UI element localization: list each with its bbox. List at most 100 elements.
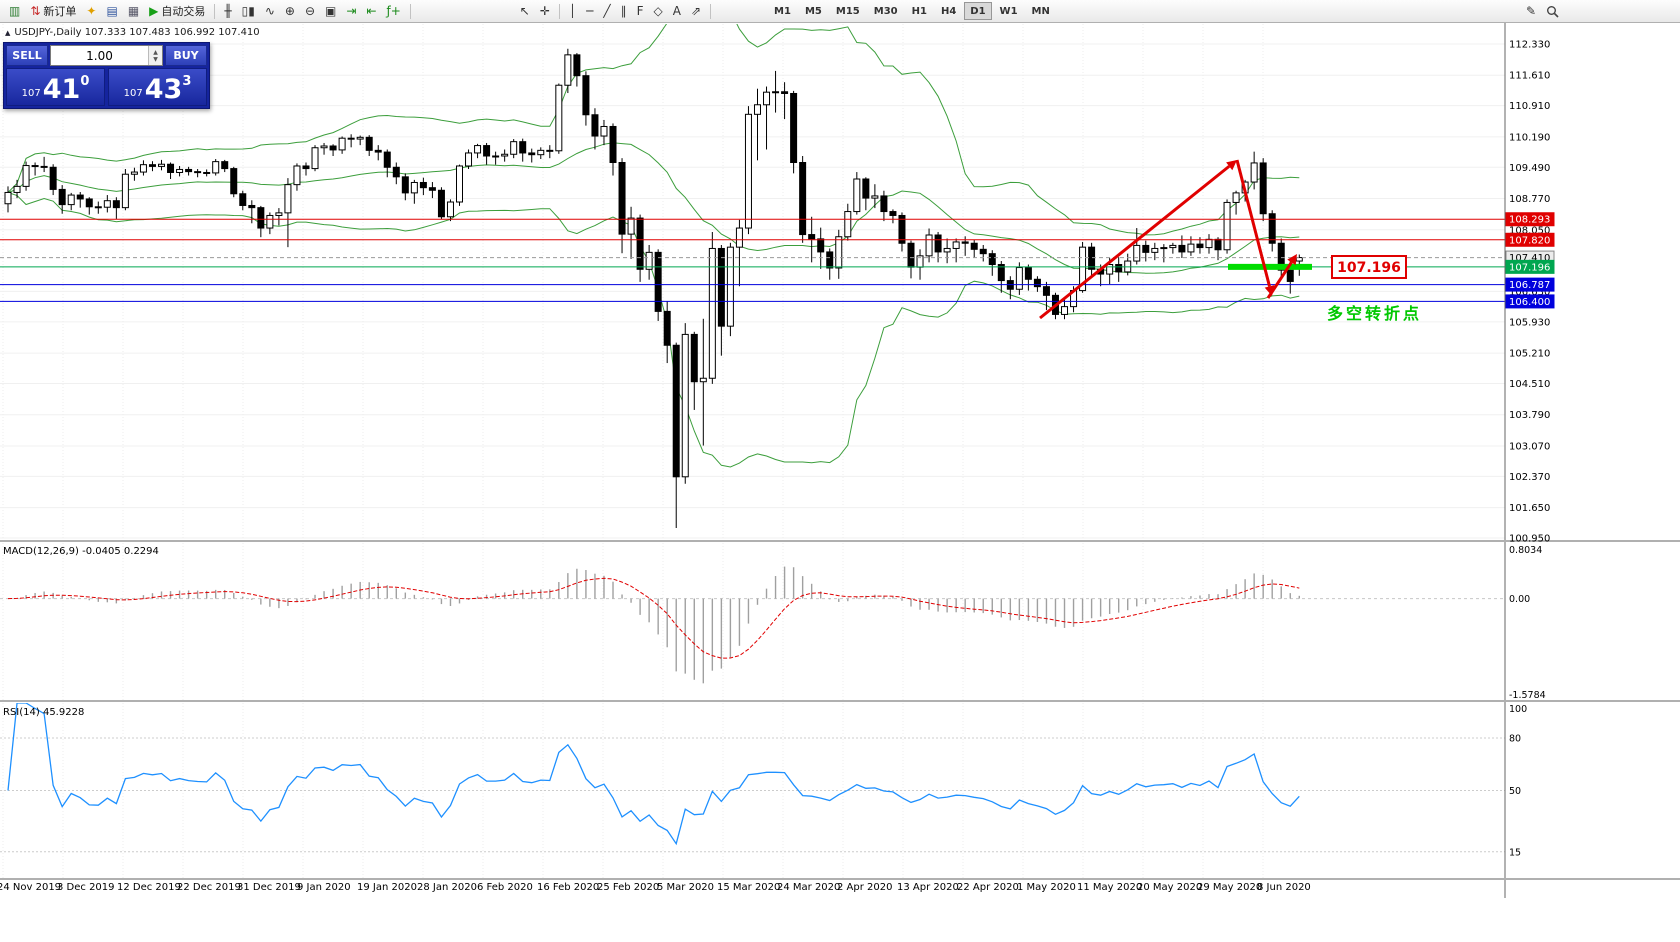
- timeframe-h4-button[interactable]: H4: [935, 2, 962, 20]
- line-chart-icon: ∿: [264, 4, 275, 18]
- zoom-in-button[interactable]: ⊕: [281, 2, 299, 20]
- bounce-arrow[interactable]: [1266, 254, 1297, 299]
- timeframe-m5-button[interactable]: M5: [799, 2, 828, 20]
- rsi-axis-label: 80: [1509, 734, 1521, 745]
- arrows-icon: ⇗: [690, 4, 702, 18]
- timeframe-h1-button[interactable]: H1: [906, 2, 933, 20]
- trendline-button[interactable]: ╱: [599, 2, 614, 20]
- autotrading-button[interactable]: ▶ 自动交易: [145, 2, 209, 20]
- zoom-out-icon: ⊖: [304, 4, 316, 18]
- time-axis-label: 22 Apr 2020: [957, 882, 1019, 893]
- bull-candle: [67, 194, 75, 206]
- bear-candle: [1214, 238, 1222, 251]
- crosshair-button[interactable]: ✛: [536, 2, 554, 20]
- bear-candle: [889, 211, 897, 216]
- fibonacci-button[interactable]: F: [633, 2, 648, 20]
- horizontal-line-button[interactable]: ─: [582, 2, 597, 20]
- volume-stepper[interactable]: 1.00 ▲ ▼: [50, 45, 163, 66]
- svg-text:106.787: 106.787: [1509, 280, 1550, 291]
- shapes-button[interactable]: ◇: [650, 2, 667, 20]
- one-click-panel-toggle-icon[interactable]: ▲: [5, 28, 11, 37]
- svg-text:107.196: 107.196: [1337, 260, 1401, 276]
- price-callout[interactable]: 107.196: [1331, 255, 1407, 279]
- cursor-button[interactable]: ↖: [516, 2, 534, 20]
- price-axis-label: 105.210: [1509, 349, 1550, 360]
- time-axis-label: 25 Feb 2020: [597, 882, 659, 893]
- bull-candle: [835, 236, 843, 269]
- arrows-button[interactable]: ⇗: [687, 2, 705, 20]
- price-axis-label: 112.330: [1509, 39, 1550, 50]
- bear-candle: [203, 171, 211, 174]
- edit-icon: ✎: [1525, 4, 1536, 18]
- bull-candle: [121, 173, 129, 209]
- bear-candle: [185, 168, 193, 173]
- candlestick-chart-button[interactable]: ▯▮: [238, 2, 259, 20]
- bear-candle: [31, 165, 39, 168]
- buy-button[interactable]: BUY: [165, 45, 207, 66]
- svg-text:107.820: 107.820: [1509, 235, 1550, 246]
- bear-candle: [979, 248, 987, 255]
- bear-candle: [49, 166, 57, 190]
- sell-price-figure: 107: [21, 88, 41, 99]
- bull-candle: [1106, 264, 1114, 275]
- bear-candle: [1259, 162, 1267, 215]
- horizontal-line-icon: ─: [586, 4, 594, 18]
- bull-candle: [103, 200, 111, 208]
- buy-price-figure: 107: [123, 88, 143, 99]
- bear-candle: [970, 242, 978, 250]
- zoom-out-button[interactable]: ⊖: [301, 2, 319, 20]
- bear-candle: [799, 162, 807, 236]
- chart-window: 107.196 多空转折点 24 Nov 2019 3 Dec 2019 12 Dec …: [0, 22, 1680, 942]
- auto-scroll-button[interactable]: ⇥: [342, 2, 360, 20]
- timeframe-m1-button[interactable]: M1: [768, 2, 797, 20]
- timeframe-d1-button[interactable]: D1: [964, 2, 992, 20]
- sell-price-pipette: 0: [80, 74, 90, 89]
- price-axis-label: 110.910: [1509, 101, 1550, 112]
- timeframe-m15-button[interactable]: M15: [830, 2, 866, 20]
- macd-header: MACD(12,26,9) -0.0405 0.2294: [3, 546, 159, 557]
- bull-candle: [130, 171, 138, 175]
- timeframe-w1-button[interactable]: W1: [994, 2, 1024, 20]
- new-chart-button[interactable]: ▥: [5, 2, 24, 20]
- timeframe-m5-label: M5: [804, 5, 822, 17]
- text-button[interactable]: A: [669, 2, 685, 20]
- pivot-point-label[interactable]: 多空转折点: [1327, 304, 1422, 323]
- bull-candle: [708, 247, 716, 379]
- macd-axis-label: 0.00: [1509, 594, 1530, 605]
- volume-spin-buttons[interactable]: ▲ ▼: [148, 46, 162, 65]
- sell-price-button[interactable]: 107 41 0: [6, 68, 105, 106]
- new-order-button[interactable]: ⇅ 新订单: [26, 2, 80, 20]
- rsi-axis-label: 15: [1509, 847, 1521, 858]
- time-axis-label: 11 May 2020: [1077, 882, 1142, 893]
- bar-chart-button[interactable]: ╫: [220, 2, 235, 20]
- buy-price-button[interactable]: 107 43 3: [108, 68, 207, 106]
- rally-arrow[interactable]: [1039, 160, 1237, 320]
- bull-candle: [1160, 247, 1168, 250]
- search-button[interactable]: [1542, 2, 1563, 20]
- indicators-button[interactable]: ƒ+: [383, 2, 405, 20]
- sell-button[interactable]: SELL: [6, 45, 48, 66]
- bear-candle: [428, 187, 436, 191]
- bull-candle: [410, 181, 418, 194]
- time-axis-label: 16 Feb 2020: [537, 882, 599, 893]
- chart-shift-button[interactable]: ⇤: [362, 2, 380, 20]
- volume-value[interactable]: 1.00: [86, 48, 113, 63]
- tile-windows-button[interactable]: ▣: [321, 2, 340, 20]
- volume-up-icon[interactable]: ▲: [153, 48, 158, 56]
- bear-candle: [347, 137, 355, 140]
- vertical-line-button[interactable]: │: [565, 2, 580, 20]
- metaeditor-button[interactable]: ✦: [82, 2, 100, 20]
- edit-button[interactable]: ✎: [1522, 2, 1540, 20]
- line-chart-button[interactable]: ∿: [261, 2, 279, 20]
- timeframe-mn-button[interactable]: MN: [1026, 2, 1056, 20]
- volume-down-icon[interactable]: ▼: [153, 55, 158, 63]
- equidistant-channel-button[interactable]: ∥: [617, 2, 631, 20]
- timeframe-m30-button[interactable]: M30: [868, 2, 904, 20]
- bull-candle: [456, 165, 463, 203]
- bull-candle: [1133, 244, 1141, 262]
- bull-candle: [600, 125, 608, 137]
- macd-axis-label: -1.5784: [1509, 690, 1546, 701]
- data-window-button[interactable]: ▦: [124, 2, 143, 20]
- market-watch-button[interactable]: ▤: [102, 2, 121, 20]
